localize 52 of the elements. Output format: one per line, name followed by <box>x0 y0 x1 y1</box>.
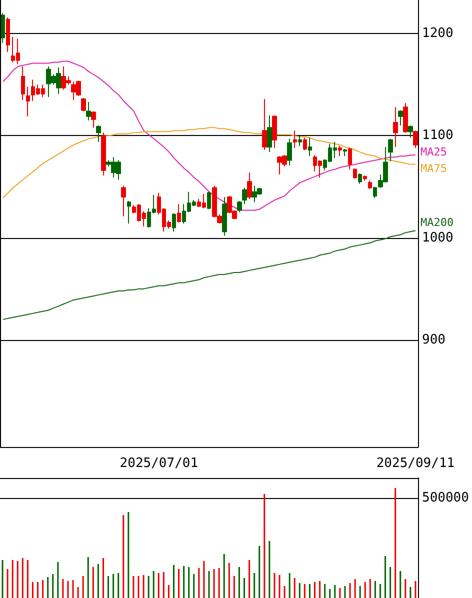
candlestick <box>303 137 307 151</box>
candlestick <box>368 180 372 190</box>
candlestick <box>388 138 393 162</box>
line-series <box>2 60 416 211</box>
candlestick <box>308 137 312 157</box>
candlestick <box>338 145 342 157</box>
candlestick <box>101 132 106 176</box>
candlestick <box>293 130 297 148</box>
candlestick <box>363 175 367 182</box>
candlestick <box>262 98 267 151</box>
candlestick <box>81 97 86 112</box>
candlestick <box>172 212 176 232</box>
candlestick <box>237 200 242 213</box>
y-tick-label: 1000 <box>422 230 454 246</box>
candlestick <box>247 172 252 200</box>
candlestick <box>373 186 377 198</box>
y-tick-label: 1200 <box>422 26 454 42</box>
y-tick-label: 500000 <box>422 490 469 506</box>
candlestick <box>207 191 211 210</box>
candlestick <box>96 125 101 142</box>
x-tick-label: 2025/09/11 <box>376 456 455 471</box>
candlestick <box>393 106 398 148</box>
candlestick <box>343 148 347 157</box>
candlestick <box>413 130 418 148</box>
candlestick <box>348 147 352 170</box>
x-tick-label: 2025/07/01 <box>120 456 198 471</box>
series-label: MA200 <box>420 216 454 230</box>
candlestick <box>358 172 362 184</box>
y-tick-label: 1100 <box>422 128 454 144</box>
candlestick <box>242 187 247 205</box>
candlestick <box>222 196 227 236</box>
candlestick <box>21 66 25 101</box>
line-series <box>2 230 416 320</box>
candlestick <box>26 86 30 117</box>
candlestick <box>86 102 91 121</box>
candlestick <box>177 204 181 223</box>
candlestick <box>403 102 408 134</box>
candlestick <box>398 110 403 126</box>
candlestick <box>267 114 272 153</box>
candlestick <box>6 16 10 53</box>
y-tick-label: 900 <box>422 332 446 348</box>
candlestick <box>408 125 413 138</box>
series-label: MA25 <box>420 146 447 159</box>
series-label: MA75 <box>420 162 447 175</box>
candlestick <box>353 168 357 180</box>
candlestick <box>91 110 96 128</box>
candlestick <box>1 12 5 44</box>
candlestick <box>272 114 277 148</box>
candlestick <box>298 135 302 146</box>
candlestick <box>287 138 292 166</box>
candlestick <box>121 185 126 217</box>
candlestick <box>127 200 131 224</box>
